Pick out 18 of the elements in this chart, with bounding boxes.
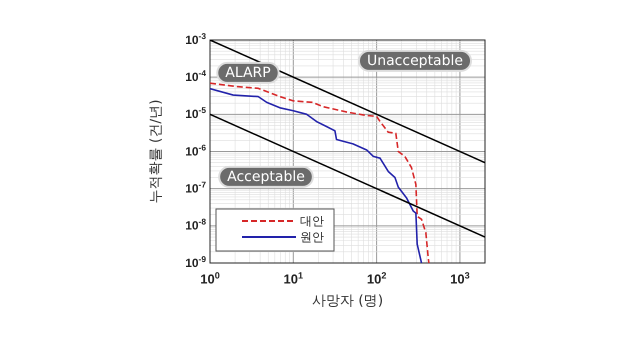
y-tick-label: 10$^{-3}$ <box>185 30 206 47</box>
annotation: Acceptable <box>227 168 305 185</box>
x-tick-label: 10$^{2}$ <box>366 270 386 287</box>
y-tick-label: 10$^{-4}$ <box>185 68 206 84</box>
y-tick-label: 10$^{-6}$ <box>185 142 206 158</box>
legend-label: 원안 <box>300 230 324 244</box>
x-tick-label: 10$^{0}$ <box>200 270 220 287</box>
x-tick-label: 10$^{3}$ <box>450 270 470 287</box>
legend-label: 대안 <box>300 214 324 228</box>
y-tick-label: 10$^{-8}$ <box>185 216 206 233</box>
annotation: Unacceptable <box>366 52 464 69</box>
annotation: ALARP <box>225 64 271 81</box>
y-tick-label: 10$^{-7}$ <box>185 180 206 196</box>
y-tick-label: 10$^{-5}$ <box>185 105 206 122</box>
y-tick-label: 10$^{-9}$ <box>185 254 206 270</box>
x-tick-label: 10$^{1}$ <box>284 270 304 287</box>
x-axis-title: 사망자 (명) <box>312 293 384 309</box>
y-axis-title: 누적확률 (건/년) <box>148 99 164 204</box>
